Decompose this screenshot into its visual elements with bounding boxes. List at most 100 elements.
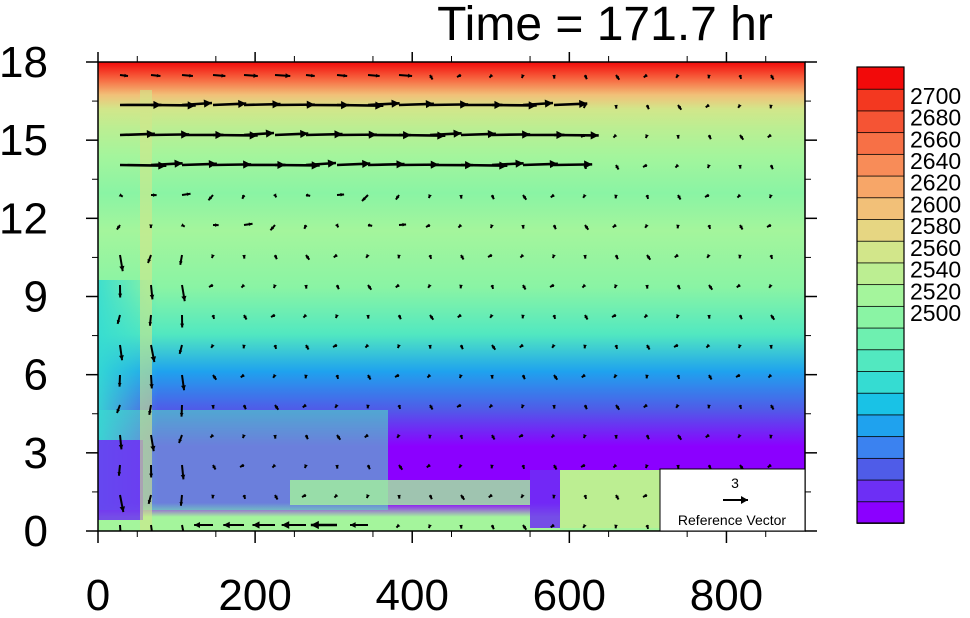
wind-vector xyxy=(739,134,745,141)
wind-vector xyxy=(614,194,618,199)
wind-vector xyxy=(643,403,648,409)
wind-vector xyxy=(148,404,152,415)
wind-vector xyxy=(429,74,434,80)
wind-vector xyxy=(428,434,432,439)
wind-vector xyxy=(646,254,652,261)
wind-vector xyxy=(398,222,407,227)
wind-vector xyxy=(305,73,315,78)
wind-vector xyxy=(738,164,742,169)
wind-vector xyxy=(738,254,742,259)
wind-vector xyxy=(365,253,370,259)
wind-vector xyxy=(522,160,558,169)
wind-vector xyxy=(273,434,277,439)
wind-vector xyxy=(147,254,152,264)
wind-vector xyxy=(460,254,465,260)
wind-vector xyxy=(119,524,122,531)
wind-vector xyxy=(274,129,309,138)
x-tick-label: 400 xyxy=(376,571,449,618)
wind-vector xyxy=(581,373,586,379)
colorbar-label: 2680 xyxy=(910,105,961,131)
wind-vector xyxy=(488,73,494,79)
wind-vector xyxy=(552,224,557,230)
wind-vector xyxy=(677,104,683,111)
wind-vector xyxy=(736,193,742,199)
reference-vector-magnitude: 3 xyxy=(731,475,739,491)
wind-vectors xyxy=(116,73,776,531)
wind-vector xyxy=(487,253,493,258)
wind-vector xyxy=(274,73,291,79)
wind-vector xyxy=(181,524,185,531)
wind-vector xyxy=(181,160,217,169)
wind-vector xyxy=(614,344,619,350)
wind-vector xyxy=(456,403,462,408)
wind-vector xyxy=(118,434,124,450)
wind-vector xyxy=(150,73,161,78)
wind-vector xyxy=(644,464,649,469)
x-tick-label: 0 xyxy=(86,571,110,618)
colorbar-label: 2600 xyxy=(910,191,961,217)
wind-vector xyxy=(210,254,215,259)
wind-vector xyxy=(521,464,526,470)
wind-vector xyxy=(209,433,215,439)
wind-vector xyxy=(334,223,340,228)
wind-vector xyxy=(708,374,713,380)
wind-vector xyxy=(394,373,400,378)
wind-vector xyxy=(178,344,183,355)
wind-vector xyxy=(243,129,275,138)
wind-vector xyxy=(426,373,432,379)
wind-vector xyxy=(301,493,307,498)
wind-vector xyxy=(769,164,774,170)
wind-vector xyxy=(335,374,340,380)
wind-vector xyxy=(583,494,588,500)
wind-vector xyxy=(181,192,191,197)
wind-vector xyxy=(584,314,589,320)
wind-vector xyxy=(150,159,183,168)
wind-vector xyxy=(149,284,155,300)
colorbar-swatch xyxy=(856,240,905,264)
wind-vector xyxy=(242,254,246,259)
wind-vector xyxy=(643,313,649,319)
wind-vector xyxy=(615,494,620,500)
y-tick-label: 3 xyxy=(24,429,48,478)
wind-vector xyxy=(582,434,587,439)
wind-vector xyxy=(582,193,587,199)
wind-vector xyxy=(521,374,526,380)
wind-vector xyxy=(707,134,712,140)
wind-vector xyxy=(281,521,306,529)
wind-vector xyxy=(270,313,276,318)
wind-vector xyxy=(675,73,680,79)
wind-vector xyxy=(766,223,772,228)
wind-vector xyxy=(241,194,246,200)
colorbar-swatch xyxy=(856,348,905,372)
wind-vector xyxy=(429,314,435,321)
wind-vector xyxy=(150,434,156,452)
colorbar-label: 2620 xyxy=(910,170,961,196)
wind-vector xyxy=(304,374,308,379)
wind-vector xyxy=(708,284,714,291)
wind-vector xyxy=(770,404,775,410)
colorbar-label: 2500 xyxy=(910,300,961,326)
wind-vector xyxy=(181,73,194,78)
wind-vector xyxy=(117,374,122,387)
wind-vector xyxy=(459,524,463,529)
wind-vector xyxy=(737,103,742,109)
wind-vector xyxy=(367,223,373,227)
wind-vector xyxy=(643,73,648,79)
colorbar-swatch xyxy=(856,327,905,351)
wind-vector xyxy=(457,223,463,229)
wind-vector xyxy=(737,344,742,349)
wind-vector xyxy=(642,163,648,168)
wind-vector xyxy=(612,133,618,139)
wind-vector xyxy=(739,224,744,230)
wind-vector xyxy=(364,433,369,439)
wind-vector xyxy=(148,314,153,326)
wind-vector xyxy=(768,283,773,289)
colorbar-label: 2660 xyxy=(910,126,961,152)
wind-vector xyxy=(396,344,401,349)
wind-vector xyxy=(427,283,432,289)
wind-vector xyxy=(490,374,494,379)
wind-vector xyxy=(181,99,213,108)
wind-vector xyxy=(552,494,556,499)
wind-vector xyxy=(550,193,555,199)
